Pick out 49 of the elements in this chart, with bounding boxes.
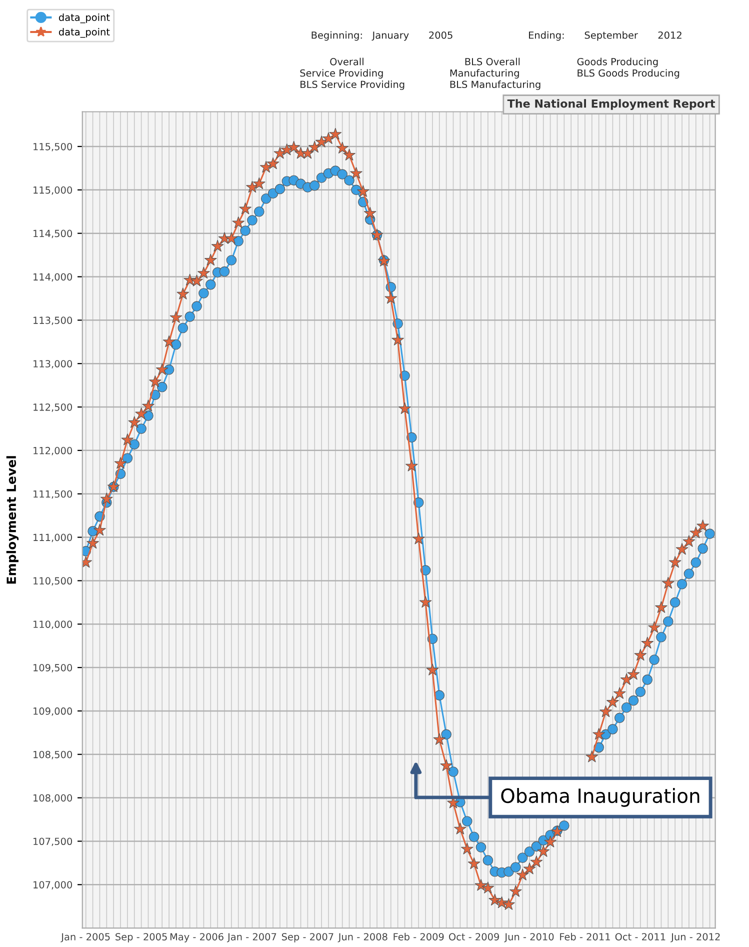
x-tick-label: Jan - 2007 <box>227 933 276 942</box>
y-tick-label: 113,500 <box>34 316 72 325</box>
text: BLS Service Providing <box>300 80 404 90</box>
text: Overall <box>330 58 364 66</box>
x-tick-label: May - 2006 <box>170 933 224 942</box>
y-tick-label: 108,000 <box>34 794 72 803</box>
y-tick-label: 109,500 <box>34 664 72 672</box>
y-tick-label: 107,000 <box>34 881 72 890</box>
x-tick-label: Jun - 2010 <box>504 933 554 942</box>
y-axis-title: Employment Level <box>6 456 19 584</box>
y-tick-label: 110,000 <box>34 620 72 629</box>
text: Manufacturing <box>450 69 519 79</box>
y-tick-label: 111,500 <box>34 490 72 499</box>
x-tick-label: Oct - 2009 <box>448 933 499 940</box>
y-tick-label: 112,500 <box>34 403 72 412</box>
legend-label: data_point <box>58 13 110 24</box>
x-tick-label: Sep - 2007 <box>282 933 334 942</box>
chart-title: The National Employment Report <box>507 99 716 110</box>
y-tick-label: 108,500 <box>34 750 72 760</box>
text: Goods Producing <box>577 58 658 68</box>
text: 2012 <box>658 31 682 39</box>
y-tick-label: 113,000 <box>34 360 72 368</box>
y-tick-label: 111,000 <box>34 534 72 542</box>
x-tick-label: Jun - 2008 <box>338 933 388 942</box>
y-tick-label: 114,500 <box>34 230 72 238</box>
x-tick-label: Jun - 2012 <box>670 933 720 942</box>
x-tick-label: Jan - 2005 <box>60 933 110 942</box>
y-tick-label: 110,500 <box>34 577 72 586</box>
y-tick-label: 107,500 <box>34 838 72 846</box>
annotation: Obama Inauguration <box>501 788 700 807</box>
y-tick-label: 114,000 <box>34 273 72 282</box>
text: BLS Goods Producing <box>578 69 680 79</box>
text: Ending: <box>529 31 564 41</box>
y-tick-label: 115,500 <box>34 142 72 152</box>
text: BLS Manufacturing <box>450 80 540 90</box>
text: Beginning: <box>312 31 362 41</box>
text: January <box>372 32 409 41</box>
y-tick-label: 112,000 <box>34 446 72 456</box>
x-tick-label: Oct - 2011 <box>615 933 666 940</box>
x-tick-label: Sep - 2005 <box>116 933 167 942</box>
y-tick-label: 115,000 <box>34 186 72 195</box>
text: September <box>584 31 638 41</box>
text: 2005 <box>429 31 452 39</box>
x-tick-label: Feb - 2011 <box>560 932 610 940</box>
x-tick-label: Feb - 2009 <box>394 932 444 940</box>
text: BLS Overall <box>465 58 520 66</box>
legend-label: data_point <box>58 28 110 38</box>
y-tick-label: 109,000 <box>34 707 72 716</box>
text: Service Providing <box>300 69 383 79</box>
